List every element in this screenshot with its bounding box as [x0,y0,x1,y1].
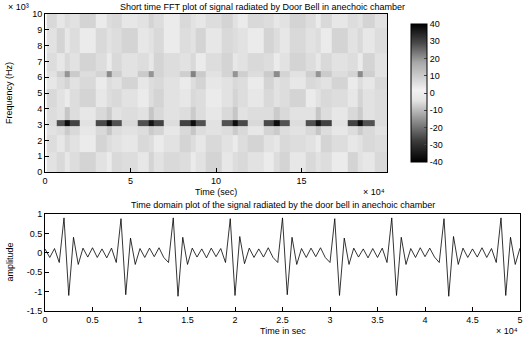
svg-text:2.5: 2.5 [276,315,289,325]
svg-text:0: 0 [37,167,42,177]
svg-text:Time in sec: Time in sec [260,326,306,336]
svg-text:Frequency (Hz): Frequency (Hz) [4,62,14,124]
svg-text:3: 3 [327,315,332,325]
svg-text:-30: -30 [430,140,443,150]
svg-text:Time domain plot of the signal: Time domain plot of the signal radiated … [131,200,435,210]
svg-text:1: 1 [37,151,42,161]
svg-text:1: 1 [137,315,142,325]
svg-text:0: 0 [42,315,47,325]
svg-text:-20: -20 [430,123,443,133]
svg-text:40: 40 [430,19,440,29]
svg-text:4: 4 [422,315,427,325]
svg-text:10: 10 [32,9,42,19]
svg-text:2: 2 [232,315,237,325]
svg-text:Short time FFT plot of signal: Short time FFT plot of signal radiated b… [120,2,405,12]
svg-text:0: 0 [430,88,435,98]
svg-text:4: 4 [37,104,42,114]
svg-text:9: 9 [37,25,42,35]
svg-text:6: 6 [37,72,42,82]
svg-text:4.5: 4.5 [466,315,479,325]
svg-text:0: 0 [42,176,47,186]
svg-text:-40: -40 [430,157,443,167]
svg-text:× 10⁴: × 10⁴ [496,326,518,336]
svg-text:5: 5 [37,88,42,98]
svg-text:-0.5: -0.5 [27,267,43,277]
svg-text:8: 8 [37,41,42,51]
svg-text:-1: -1 [34,287,42,297]
svg-text:1: 1 [37,209,42,219]
svg-text:20: 20 [430,54,440,64]
svg-text:0.5: 0.5 [30,229,43,239]
svg-text:10: 10 [211,176,221,186]
svg-text:10: 10 [430,71,440,81]
svg-text:3.5: 3.5 [371,315,384,325]
svg-text:15: 15 [296,176,306,186]
svg-text:30: 30 [430,36,440,46]
svg-text:-1.5: -1.5 [27,306,43,316]
svg-text:Time (sec): Time (sec) [195,187,237,197]
svg-text:0: 0 [37,248,42,258]
svg-text:3: 3 [37,120,42,130]
svg-text:amplitude: amplitude [5,242,15,281]
svg-text:0.5: 0.5 [86,315,99,325]
svg-text:-10: -10 [430,105,443,115]
svg-text:5: 5 [128,176,133,186]
svg-text:2: 2 [37,136,42,146]
svg-text:× 10⁴: × 10⁴ [363,187,385,197]
svg-text:7: 7 [37,57,42,67]
svg-text:1.5: 1.5 [181,315,194,325]
svg-text:5: 5 [517,315,522,325]
svg-text:× 10³: × 10³ [8,2,29,12]
